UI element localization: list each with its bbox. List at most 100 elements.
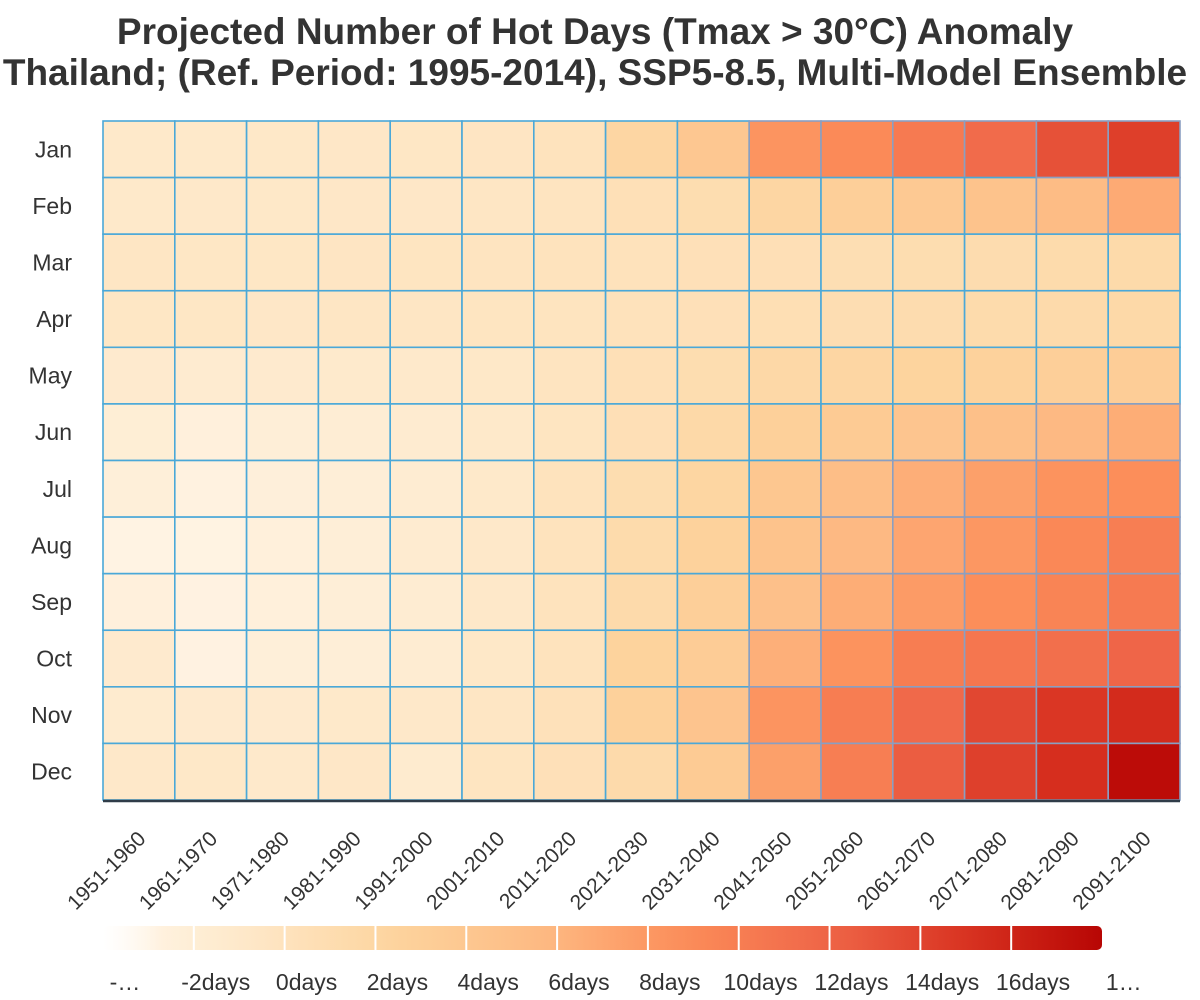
heatmap-cell	[245, 120, 320, 179]
heatmap-cell	[174, 459, 248, 518]
heatmap-cell	[317, 403, 391, 462]
heatmap-cell	[532, 289, 607, 349]
decade-label: 2091-2100	[1068, 827, 1155, 914]
heatmap-cell	[317, 176, 391, 235]
colorbar-fade	[103, 926, 1102, 950]
heatmap-cell	[676, 289, 751, 349]
heatmap-cell	[963, 629, 1038, 688]
heatmap-cell	[891, 572, 966, 632]
month-label: Aug	[31, 532, 72, 558]
heatmap-cell	[102, 176, 176, 235]
heatmap-cell	[532, 120, 607, 179]
heatmap-cell	[748, 346, 822, 405]
heatmap-cell	[532, 176, 607, 235]
heatmap-cell	[1107, 120, 1181, 179]
heatmap-cell	[604, 629, 679, 688]
heatmap-cell	[532, 459, 607, 518]
heatmap-cell	[676, 686, 751, 745]
heatmap-cell	[461, 686, 535, 745]
heatmap-cell	[245, 686, 320, 745]
month-label: Jun	[35, 419, 72, 445]
colorbar-tick-label: 0days	[276, 969, 337, 995]
heatmap-cell	[676, 572, 751, 632]
heatmap-cell	[1035, 120, 1110, 179]
heatmap-cell	[174, 686, 248, 745]
heatmap-cell	[174, 346, 248, 405]
heatmap-cell	[748, 403, 822, 462]
heatmap-cell	[604, 176, 679, 235]
heatmap-cell	[676, 516, 751, 575]
month-label: May	[29, 363, 73, 389]
heatmap-cell	[389, 289, 463, 349]
heatmap-cell	[317, 686, 391, 745]
heatmap-cell	[174, 516, 248, 575]
heatmap-cell	[245, 629, 320, 688]
heatmap-cell	[1107, 346, 1181, 405]
heatmap-cell	[891, 516, 966, 575]
heatmap-cell	[963, 120, 1038, 179]
heatmap-cell	[820, 403, 894, 462]
heatmap-cell	[820, 459, 894, 518]
month-label: Nov	[31, 702, 72, 728]
heatmap-cells	[102, 120, 1181, 803]
heatmap-cell	[532, 346, 607, 405]
heatmap-cell	[1035, 686, 1110, 745]
month-label: Jan	[35, 136, 72, 162]
heatmap-cell	[1035, 516, 1110, 575]
heatmap-cell	[891, 742, 966, 801]
heatmap-cell	[891, 120, 966, 179]
heatmap-cell	[1035, 629, 1110, 688]
heatmap-cell	[461, 289, 535, 349]
heatmap-cell	[604, 403, 679, 462]
heatmap-cell	[461, 120, 535, 179]
heatmap-cell	[748, 120, 822, 179]
heatmap-cell	[317, 572, 391, 632]
heatmap-cell	[532, 516, 607, 575]
heatmap-cell	[1035, 233, 1110, 292]
heatmap-cell	[963, 516, 1038, 575]
decade-labels: 1951-19601961-19701971-19801981-19901991…	[63, 827, 1155, 914]
colorbar-tick-label: 14days	[905, 969, 979, 995]
heatmap-cell	[174, 742, 248, 801]
heatmap-cell	[891, 403, 966, 462]
heatmap-cell	[1035, 572, 1110, 632]
heatmap-cell	[1035, 459, 1110, 518]
heatmap-cell	[245, 459, 320, 518]
heatmap-cell	[317, 459, 391, 518]
heatmap-cell	[245, 346, 320, 405]
heatmap-cell	[1107, 629, 1181, 688]
heatmap-cell	[604, 459, 679, 518]
heatmap-cell	[891, 289, 966, 349]
heatmap-cell	[1035, 403, 1110, 462]
heatmap-cell	[245, 572, 320, 632]
heatmap-cell	[748, 686, 822, 745]
heatmap-cell	[461, 459, 535, 518]
heatmap-cell	[676, 120, 751, 179]
heatmap-cell	[1107, 516, 1181, 575]
heatmap-cell	[1035, 289, 1110, 349]
heatmap-cell	[676, 742, 751, 801]
month-label: Oct	[36, 646, 72, 672]
heatmap-cell	[102, 516, 176, 575]
heatmap-cell	[820, 233, 894, 292]
heatmap-cell	[389, 403, 463, 462]
heatmap-cell	[102, 233, 176, 292]
month-labels: Jan Feb Mar Apr May Jun Jul Aug Sep Oct Nov Dec	[29, 136, 73, 784]
chart-subtitle: Thailand; (Ref. Period: 1995-2014), SSP5…	[3, 52, 1187, 93]
heatmap-cell	[748, 176, 822, 235]
heatmap-cell	[245, 289, 320, 349]
month-label: Jul	[43, 476, 72, 502]
heatmap-cell	[1107, 403, 1181, 462]
heatmap-cell	[1035, 346, 1110, 405]
heatmap-cell	[461, 403, 535, 462]
heatmap-cell	[963, 233, 1038, 292]
heatmap-cell	[317, 346, 391, 405]
heatmap-cell	[245, 176, 320, 235]
heatmap-cell	[1035, 742, 1110, 801]
heatmap-cell	[891, 346, 966, 405]
heatmap-cell	[676, 403, 751, 462]
heatmap-cell	[245, 516, 320, 575]
heatmap-cell	[317, 289, 391, 349]
heatmap-cell	[963, 176, 1038, 235]
